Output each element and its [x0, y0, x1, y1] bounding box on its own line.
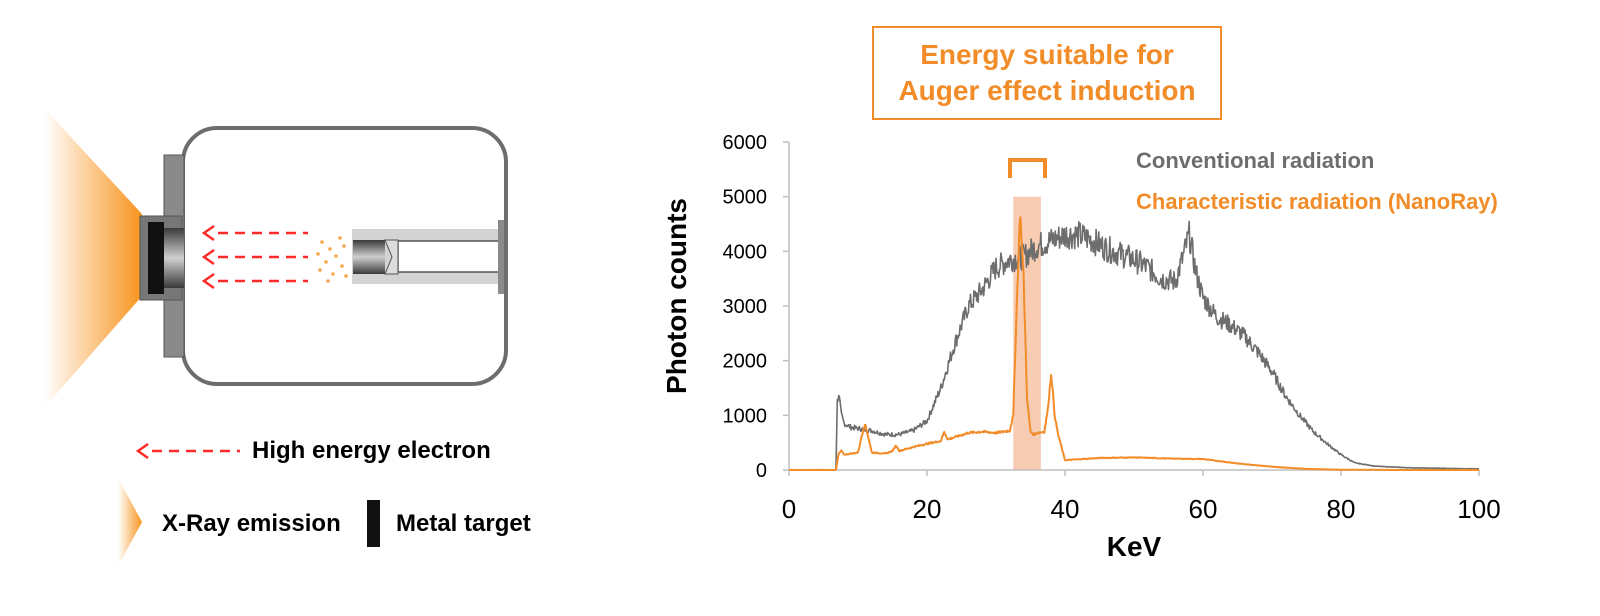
particle	[318, 268, 322, 272]
y-tick-label: 1000	[723, 405, 768, 427]
particle	[316, 252, 320, 256]
highlight-band	[1013, 196, 1041, 470]
callout-line-2: Auger effect induction	[898, 75, 1196, 106]
emitted-particles	[316, 236, 348, 283]
y-tick-label: 4000	[723, 241, 768, 263]
metal-target	[148, 222, 164, 294]
diagram-legend	[118, 442, 380, 566]
x-axis-label: KeV	[1107, 531, 1162, 562]
y-tick-label: 2000	[723, 351, 768, 373]
auger-callout: Energy suitable for Auger effect inducti…	[872, 26, 1222, 120]
particle	[324, 260, 328, 264]
xray-emission-beam	[44, 108, 142, 408]
metal-target-legend-icon	[367, 500, 380, 547]
particle	[334, 254, 338, 258]
y-ticks: 0 1000 2000 3000 4000 5000 6000	[723, 132, 789, 482]
particle	[342, 244, 346, 248]
x-tick-label: 60	[1189, 494, 1218, 524]
particle	[338, 236, 342, 240]
cathode-tip	[353, 240, 385, 274]
bracket-icon	[1008, 158, 1047, 178]
y-axis-label: Photon counts	[661, 198, 692, 394]
callout-line-1: Energy suitable for	[920, 39, 1174, 70]
legend-xray-label: X-Ray emission	[162, 510, 341, 537]
electron-arrows	[201, 224, 308, 290]
particle	[328, 247, 332, 251]
xray-emission-legend-icon	[118, 478, 142, 566]
x-tick-label: 20	[913, 494, 942, 524]
y-tick-label: 6000	[723, 132, 768, 154]
legend-metal-label: Metal target	[396, 510, 531, 537]
series-lines	[788, 216, 1480, 471]
particle	[320, 240, 324, 244]
y-tick-label: 5000	[723, 187, 768, 209]
particle	[344, 274, 348, 278]
y-tick-label: 3000	[723, 296, 768, 318]
particle	[326, 279, 330, 283]
x-tick-label: 40	[1051, 494, 1080, 524]
cathode-end-cap	[498, 220, 504, 294]
particle	[340, 264, 344, 268]
x-ticks: 0 20 40 60 80 100	[782, 470, 1501, 524]
series-nanoray-line	[788, 216, 1480, 471]
xray-tube-diagram	[44, 108, 508, 408]
particle	[331, 272, 335, 276]
legend-nanoray: Characteristic radiation (NanoRay)	[1136, 189, 1498, 214]
legend-electron-label: High energy electron	[252, 437, 491, 464]
legend-conventional: Conventional radiation	[1136, 148, 1375, 173]
cathode-channel	[397, 240, 501, 273]
electron-arrow-legend-icon	[135, 442, 240, 460]
y-tick-label: 0	[756, 460, 767, 482]
cathode-cone	[384, 239, 399, 275]
x-tick-label: 100	[1457, 494, 1500, 524]
spectrum-chart: 0 1000 2000 3000 4000 5000 6000 0 20 40 60 80 100 K…	[661, 132, 1501, 562]
series-conventional-line	[788, 220, 1480, 471]
x-tick-label: 0	[782, 494, 796, 524]
x-tick-label: 80	[1327, 494, 1356, 524]
